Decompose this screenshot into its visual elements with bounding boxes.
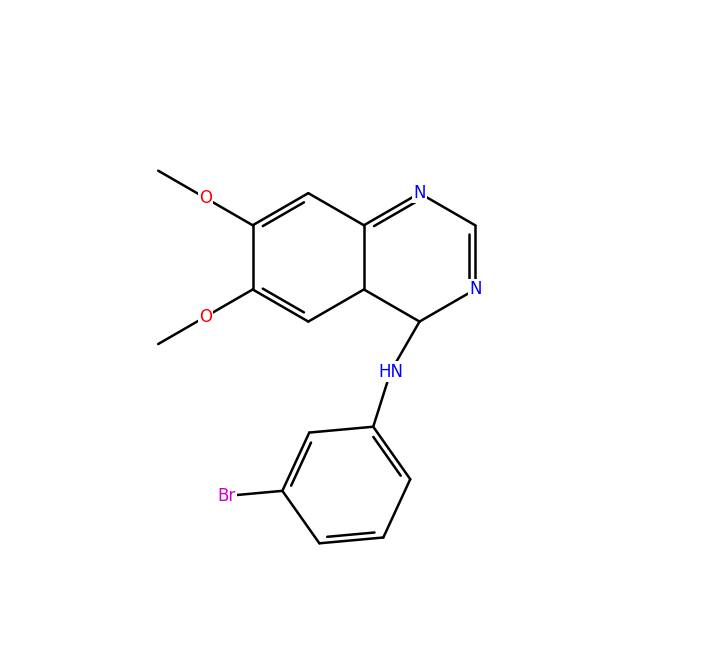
Text: HN: HN [378, 363, 403, 380]
Text: N: N [413, 184, 425, 202]
Text: N: N [469, 281, 481, 298]
Text: O: O [199, 308, 212, 326]
Text: Br: Br [217, 487, 235, 505]
Text: O: O [199, 189, 212, 207]
